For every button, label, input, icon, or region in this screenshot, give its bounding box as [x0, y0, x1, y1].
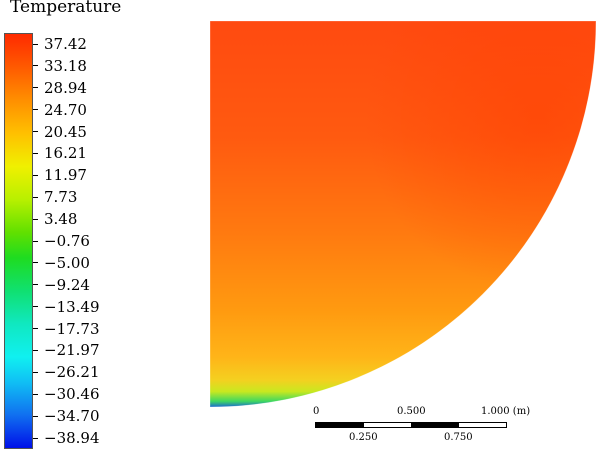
scale-label-0-500: 0.500 — [397, 406, 426, 417]
tick-mark — [33, 174, 38, 176]
colorbar-tick: 11.97 — [33, 164, 87, 186]
tick-mark — [33, 218, 38, 220]
tick-label: −30.46 — [44, 385, 100, 404]
colorbar-tick: 37.42 — [33, 33, 87, 55]
tick-mark — [33, 131, 38, 133]
scale-label-0: 0 — [313, 406, 320, 417]
colorbar-tick: 33.18 — [33, 55, 87, 77]
colorbar-tick: 7.73 — [33, 186, 77, 208]
temperature-colorbar — [4, 33, 33, 449]
tick-mark — [33, 152, 38, 154]
colorbar-tick: −5.00 — [33, 252, 90, 274]
tick-label: −0.76 — [44, 232, 90, 250]
tick-label: 33.18 — [44, 56, 87, 75]
colorbar-tick: −26.21 — [33, 361, 100, 383]
colorbar-tick: 16.21 — [33, 142, 87, 164]
tick-mark — [33, 43, 38, 45]
tick-label: 37.42 — [44, 35, 87, 53]
colorbar-tick: 20.45 — [33, 121, 87, 143]
colorbar-tick: −13.49 — [33, 296, 100, 318]
colorbar-tick: −30.46 — [33, 383, 100, 405]
tick-label: −26.21 — [44, 363, 100, 382]
scale-label-1-000: 1.000 (m) — [481, 406, 531, 417]
temperature-contour-plot[interactable] — [210, 21, 596, 407]
tick-label: 20.45 — [44, 122, 87, 141]
colorbar-tick: −34.70 — [33, 405, 100, 427]
tick-mark — [33, 87, 38, 89]
scale-bar: 0 0.500 1.000 (m) 0.250 0.750 — [313, 403, 530, 453]
tick-label: −34.70 — [44, 407, 100, 426]
tick-label: 7.73 — [44, 188, 78, 207]
tick-mark — [33, 371, 38, 373]
tick-mark — [33, 328, 38, 330]
tick-label: 24.70 — [44, 100, 87, 119]
colorbar-tick: 24.70 — [33, 99, 87, 121]
tick-mark — [33, 262, 38, 264]
tick-mark — [33, 284, 38, 286]
tick-label: 11.97 — [44, 166, 87, 185]
colorbar-tick: 3.48 — [33, 208, 77, 230]
colorbar-tick: −9.24 — [33, 274, 90, 296]
legend-title: Temperature — [10, 0, 122, 17]
tick-label: −13.49 — [44, 297, 100, 316]
tick-mark — [33, 196, 38, 198]
colorbar-tick: 28.94 — [33, 77, 87, 99]
tick-label: −21.97 — [44, 341, 100, 360]
tick-mark — [33, 437, 38, 439]
tick-label: −5.00 — [44, 253, 90, 272]
colorbar-tick: −17.73 — [33, 318, 100, 340]
colorbar-tick-labels: 37.42 33.18 28.94 24.70 20.45 16.21 11.97 7.73 3… — [33, 33, 123, 449]
tick-mark — [33, 393, 38, 395]
tick-mark — [33, 109, 38, 111]
colorbar-tick: −0.76 — [33, 230, 90, 252]
tick-label: −9.24 — [44, 275, 90, 294]
tick-mark — [33, 415, 38, 417]
scale-label-0-750: 0.750 — [444, 432, 473, 443]
contour-quarter-disc — [210, 21, 596, 407]
tick-mark — [33, 65, 38, 67]
tick-label: 16.21 — [44, 144, 87, 163]
scale-bar-graphic — [315, 422, 507, 428]
tick-label: −17.73 — [44, 319, 100, 338]
tick-mark — [33, 240, 38, 242]
tick-label: −38.94 — [44, 429, 100, 447]
tick-mark — [33, 306, 38, 308]
scale-label-0-250: 0.250 — [349, 432, 378, 443]
tick-mark — [33, 349, 38, 351]
tick-label: 28.94 — [44, 78, 87, 97]
tick-label: 3.48 — [44, 210, 78, 229]
colorbar-tick: −38.94 — [33, 427, 100, 449]
colorbar-tick: −21.97 — [33, 339, 100, 361]
